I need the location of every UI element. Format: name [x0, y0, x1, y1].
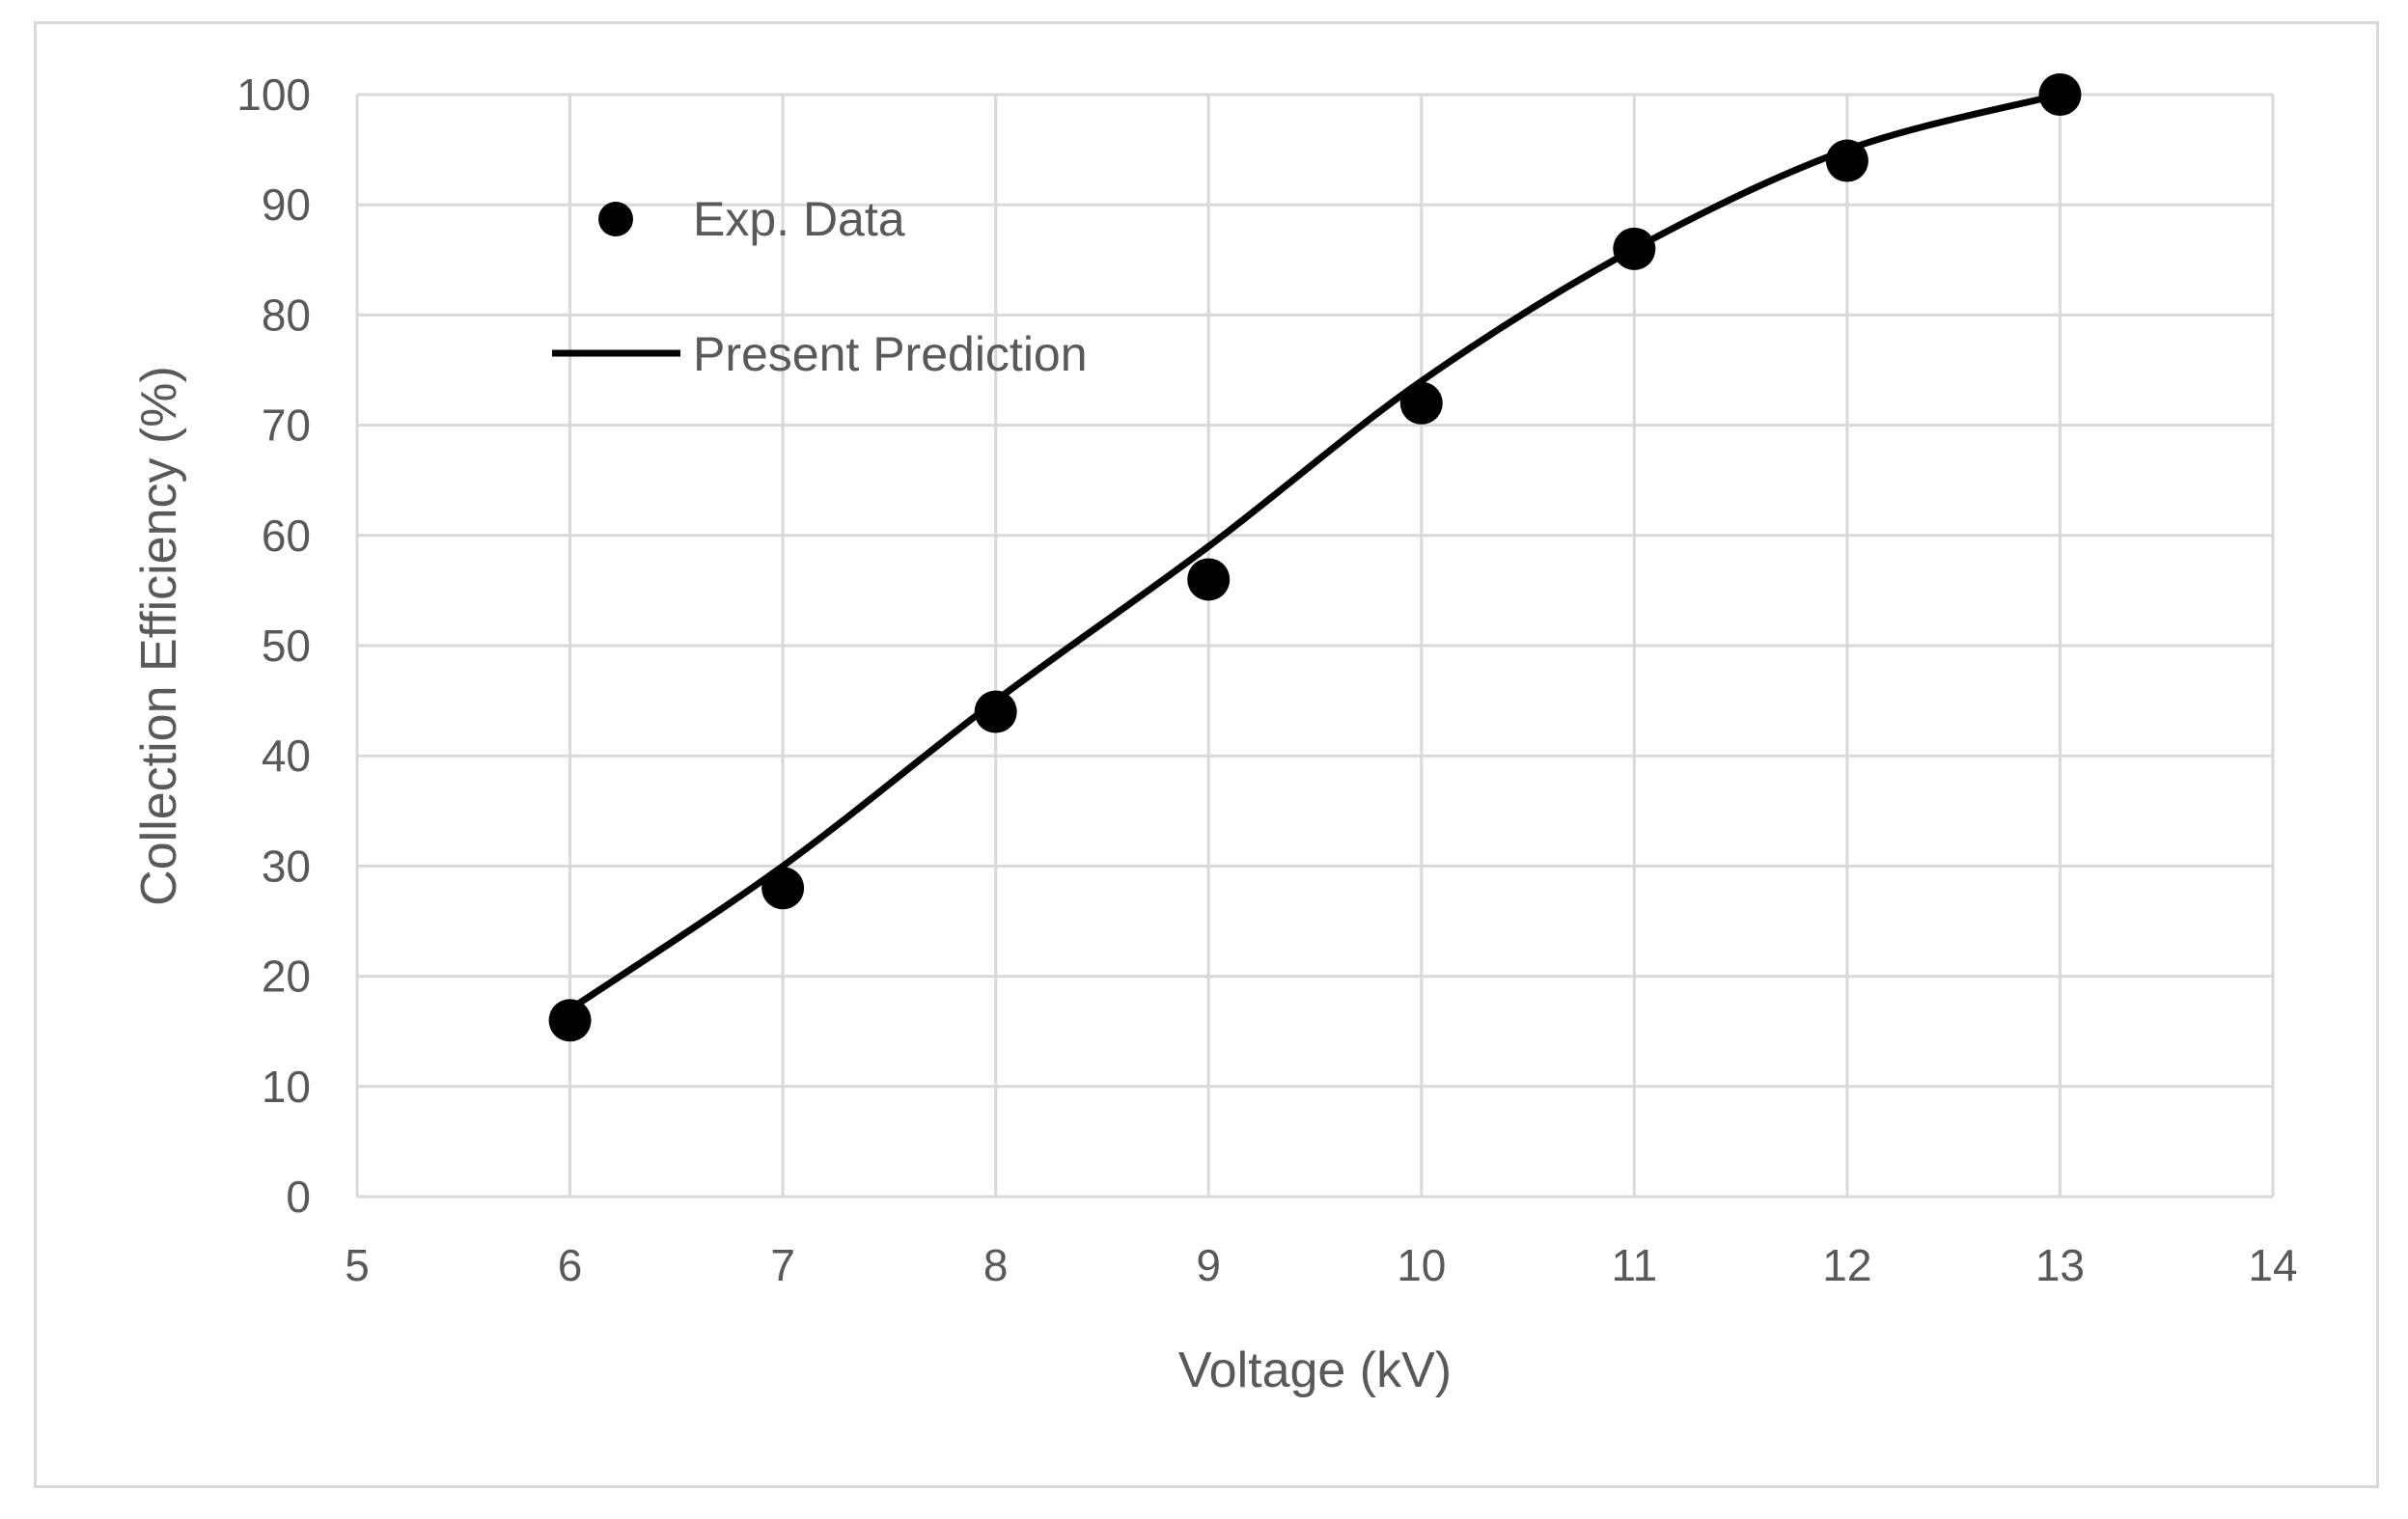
y-tick-labels: 0 10 20 30 40 50 60 70 80 90 100	[236, 69, 311, 1222]
prediction-line	[567, 91, 2063, 1013]
series-layer	[548, 73, 2082, 1042]
y-tick-label: 40	[262, 731, 311, 781]
y-tick-label: 50	[262, 621, 311, 671]
legend: Exp. Data Present Prediction	[552, 192, 1088, 381]
x-tick-label: 8	[983, 1240, 1009, 1290]
x-tick-label: 10	[1397, 1240, 1446, 1290]
y-tick-label: 30	[262, 841, 311, 891]
exp-data-point	[974, 690, 1017, 733]
legend-label-present-prediction: Present Prediction	[693, 327, 1088, 381]
legend-marker-exp-data	[598, 202, 633, 236]
y-tick-label: 70	[262, 400, 311, 451]
y-tick-label: 10	[262, 1062, 311, 1112]
exp-data-point	[1613, 227, 1656, 270]
x-tick-label: 9	[1196, 1240, 1221, 1290]
y-axis-title: Collection Efficiency (%)	[131, 366, 187, 906]
x-tick-label: 5	[345, 1240, 370, 1290]
exp-data-point	[1399, 381, 1443, 425]
y-tick-label: 90	[262, 180, 311, 230]
x-tick-labels: 5 6 7 8 9 10 11 12 13 14	[345, 1240, 2297, 1290]
y-tick-label: 60	[262, 511, 311, 561]
exp-data-point	[761, 867, 805, 910]
exp-data-point	[1187, 558, 1231, 601]
x-tick-label: 7	[770, 1240, 795, 1290]
x-axis-title: Voltage (kV)	[1178, 1342, 1452, 1398]
y-tick-label: 0	[286, 1172, 311, 1222]
y-tick-label: 20	[262, 952, 311, 1002]
y-tick-label: 80	[262, 290, 311, 340]
grid	[355, 93, 2275, 1199]
x-tick-label: 13	[2035, 1240, 2085, 1290]
x-tick-label: 14	[2248, 1240, 2297, 1290]
x-tick-label: 12	[1822, 1240, 1871, 1290]
exp-data-point	[2038, 73, 2082, 116]
x-tick-label: 11	[1611, 1240, 1657, 1290]
exp-data-point	[548, 999, 592, 1042]
y-tick-label: 100	[236, 69, 311, 120]
exp-data-point	[1825, 139, 1868, 182]
legend-label-exp-data: Exp. Data	[693, 192, 905, 246]
x-tick-label: 6	[558, 1240, 583, 1290]
